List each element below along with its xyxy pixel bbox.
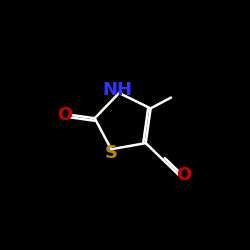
- Text: O: O: [57, 106, 72, 124]
- Text: S: S: [105, 144, 118, 162]
- Text: O: O: [176, 166, 191, 184]
- Text: NH: NH: [102, 81, 132, 99]
